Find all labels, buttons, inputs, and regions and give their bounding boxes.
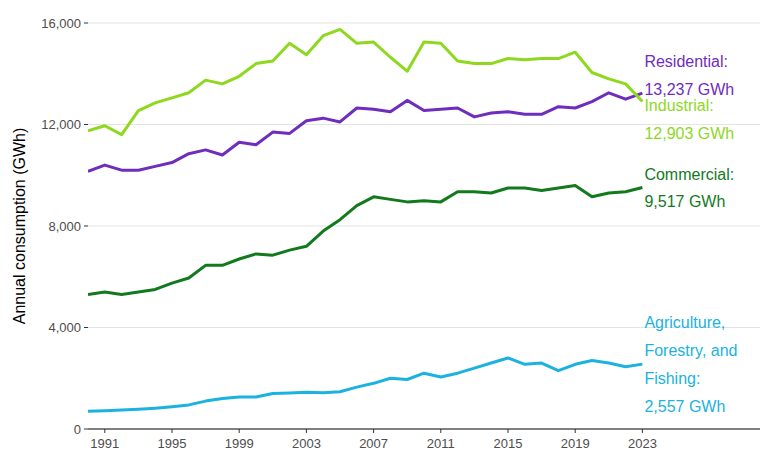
series-line bbox=[88, 29, 642, 134]
value-label: 9,517 GWh bbox=[644, 193, 725, 210]
value-label: 13,237 GWh bbox=[644, 81, 734, 98]
x-tick bbox=[508, 429, 509, 433]
y-tick-label: 0 bbox=[74, 422, 81, 437]
x-tick-label: 2019 bbox=[561, 436, 590, 451]
x-tick-label: 2003 bbox=[292, 436, 321, 451]
series-line bbox=[88, 93, 642, 172]
x-tick bbox=[440, 429, 441, 433]
x-axis-line bbox=[88, 429, 760, 430]
y-tick bbox=[84, 429, 88, 430]
y-tick-label: 4,000 bbox=[48, 320, 81, 335]
x-tick bbox=[373, 429, 374, 433]
y-tick bbox=[84, 327, 88, 328]
x-tick bbox=[172, 429, 173, 433]
axes: 0 4,000 8,000 12,000 16,000 1991 1995 1999 2003 2… bbox=[41, 16, 760, 451]
x-tick-label: 2015 bbox=[494, 436, 523, 451]
y-tick bbox=[84, 226, 88, 227]
x-tick-label: 2011 bbox=[427, 436, 455, 451]
grid-line bbox=[88, 23, 760, 24]
series-label: Industrial: bbox=[644, 97, 713, 114]
x-tick bbox=[239, 429, 240, 433]
plot-area bbox=[88, 29, 642, 411]
x-tick-label: 1999 bbox=[225, 436, 254, 451]
y-tick bbox=[84, 124, 88, 125]
value-label: 12,903 GWh bbox=[644, 125, 734, 142]
value-label: 2,557 GWh bbox=[644, 398, 725, 415]
x-tick-label: 2007 bbox=[359, 436, 388, 451]
y-tick-label: 16,000 bbox=[41, 16, 81, 31]
x-tick bbox=[575, 429, 576, 433]
y-tick-label: 8,000 bbox=[48, 219, 81, 234]
series-label: Agriculture,Forestry, andFishing: bbox=[644, 314, 737, 387]
series-label: Commercial: bbox=[644, 165, 734, 182]
x-tick bbox=[104, 429, 105, 433]
x-tick-label: 1991 bbox=[90, 436, 119, 451]
series-line bbox=[88, 185, 642, 294]
x-tick bbox=[642, 429, 643, 433]
x-tick-label: 2023 bbox=[628, 436, 657, 451]
y-axis-title: Annual consumption (GWh) bbox=[11, 128, 28, 325]
y-tick bbox=[84, 23, 88, 24]
y-tick-label: 12,000 bbox=[41, 117, 81, 132]
x-tick-label: 1995 bbox=[158, 436, 187, 451]
x-tick bbox=[306, 429, 307, 433]
chart: 0 4,000 8,000 12,000 16,000 1991 1995 1999 2003 2… bbox=[0, 0, 770, 462]
series-label: Residential: bbox=[644, 53, 728, 70]
series-line bbox=[88, 358, 642, 411]
grid-line bbox=[88, 226, 760, 227]
end-labels: Residential: Industrial: Commercial: Agricu… bbox=[644, 53, 737, 415]
